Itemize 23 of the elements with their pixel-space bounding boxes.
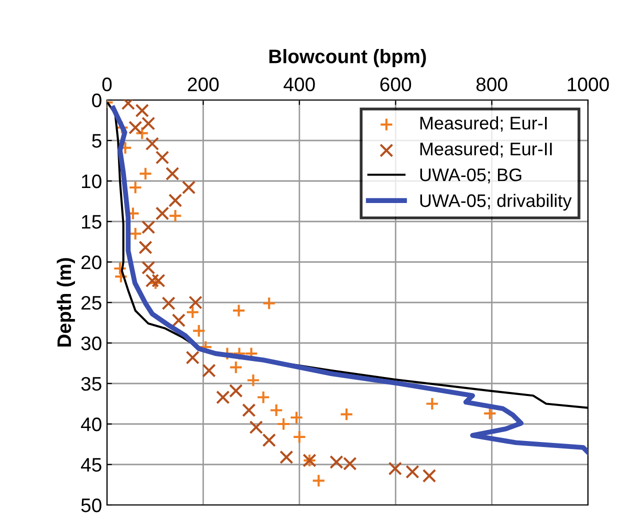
- legend-label: Measured; Eur-II: [420, 142, 552, 158]
- x-tick-label: 800: [476, 78, 508, 92]
- legend-label: UWA-05; BG: [420, 168, 522, 184]
- x-tick-label: 200: [188, 78, 219, 92]
- y-tick-label: 10: [82, 174, 102, 188]
- y-tick-label: 15: [82, 215, 102, 229]
- y-tick-label: 0: [92, 93, 102, 108]
- y-tick-label: 20: [81, 255, 102, 270]
- y-tick-label: 35: [81, 376, 102, 391]
- x-tick-label: 1000: [568, 78, 609, 92]
- y-tick-label: 50: [81, 498, 102, 512]
- y-tick-label: 45: [80, 458, 102, 472]
- y-axis-title: Depth (m): [56, 258, 75, 347]
- x-tick-label: 0: [102, 78, 112, 92]
- x-tick-label: 600: [380, 78, 412, 92]
- y-tick-label: 25: [81, 296, 102, 310]
- x-tick-label: 400: [284, 78, 315, 92]
- legend-label: Measured; Eur-I: [420, 116, 547, 132]
- legend-label: UWA-05; drivability: [420, 194, 572, 211]
- y-tick-label: 30: [81, 336, 102, 350]
- x-axis-title: Blowcount (bpm): [269, 49, 426, 68]
- y-tick-label: 5: [92, 134, 102, 148]
- y-tick-label: 40: [80, 417, 102, 432]
